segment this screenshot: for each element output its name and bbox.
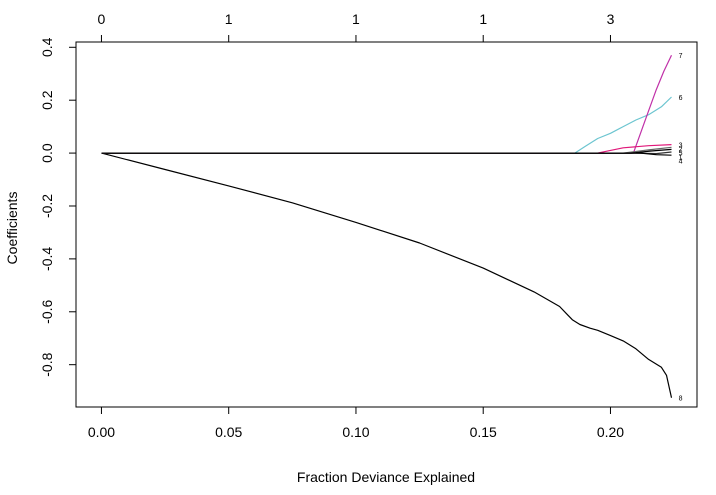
series-end-label-3: 3 <box>679 143 683 150</box>
y-tick-label: -0.6 <box>39 300 55 324</box>
series-end-label-5: 5 <box>679 151 683 158</box>
x-tick-label: 0.00 <box>88 424 115 440</box>
series-line-2 <box>101 146 672 154</box>
series-line-7 <box>101 54 673 154</box>
plot-area <box>75 41 698 408</box>
series-end-label-6: 6 <box>679 95 683 102</box>
series-line-4 <box>101 152 672 156</box>
top-axis: 0 1 1 1 3 <box>98 11 615 43</box>
x-tick-label: 0.10 <box>342 424 369 440</box>
x-axis-title: Fraction Deviance Explained <box>297 469 475 485</box>
y-tick-label: 0.2 <box>39 90 55 110</box>
y-tick-label: -0.2 <box>39 194 55 218</box>
y-tick-label: 0.4 <box>39 37 55 57</box>
top-tick-label: 3 <box>607 11 615 27</box>
y-axis: -0.8 -0.6 -0.4 -0.2 0.0 0.2 0.4 <box>39 37 77 377</box>
y-tick-label: -0.8 <box>39 352 55 376</box>
x-tick-label: 0.15 <box>470 424 497 440</box>
top-tick-label: 1 <box>479 11 487 27</box>
series-line-8 <box>101 152 673 398</box>
series-end-label-8: 8 <box>679 396 683 403</box>
series-end-label-2: 2 <box>679 147 683 154</box>
series-line-6 <box>101 96 672 154</box>
x-tick-label: 0.20 <box>597 424 624 440</box>
series-end-label-4: 4 <box>679 159 683 166</box>
series-end-label-1: 1 <box>679 155 683 162</box>
x-axis: 0.00 0.05 0.10 0.15 0.20 <box>88 406 624 440</box>
series-layer <box>101 54 673 398</box>
x-tick-label: 0.05 <box>215 424 242 440</box>
plot-frame <box>75 41 698 408</box>
y-tick-label: -0.4 <box>39 247 55 271</box>
series-end-label-7: 7 <box>679 53 683 60</box>
y-tick-label: 0.0 <box>39 143 55 163</box>
top-tick-label: 1 <box>352 11 360 27</box>
top-tick-label: 1 <box>225 11 233 27</box>
y-axis-title: Coefficients <box>4 192 20 265</box>
top-tick-label: 0 <box>98 11 106 27</box>
